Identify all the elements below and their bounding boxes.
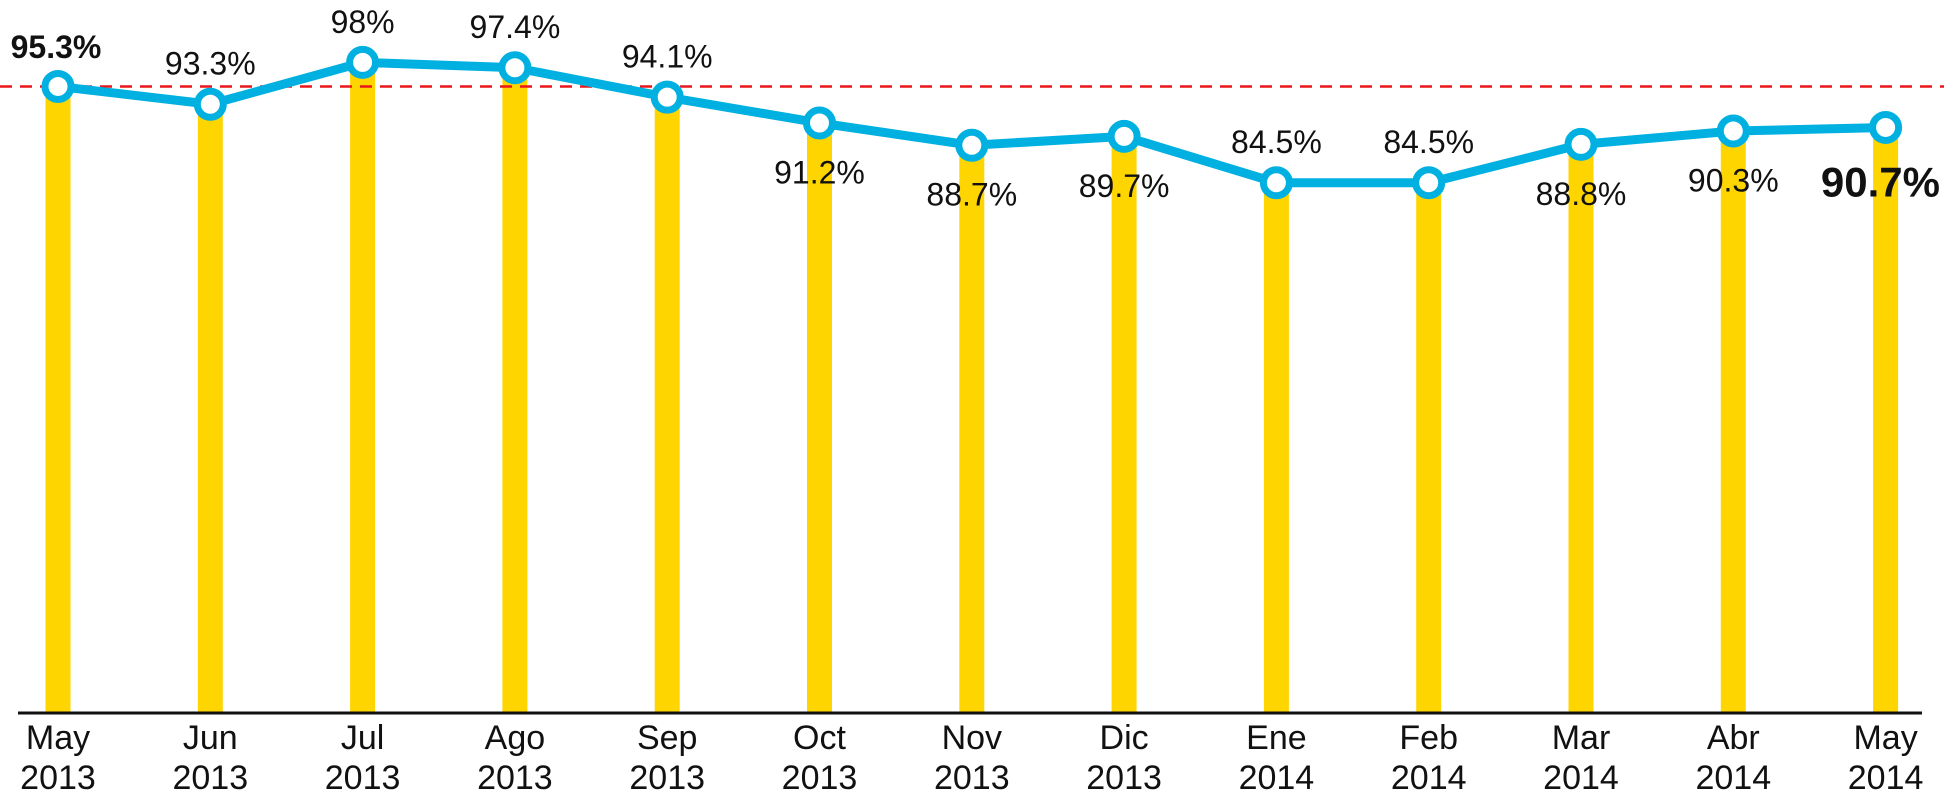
bar <box>1416 182 1442 714</box>
data-label: 94.1% <box>622 39 713 75</box>
x-tick-label: 2014 <box>1543 759 1619 796</box>
x-tick-label: Mar <box>1552 719 1611 757</box>
x-tick-label: Jul <box>341 719 384 757</box>
bar <box>1720 131 1746 714</box>
data-label: 84.5% <box>1231 124 1322 160</box>
bar <box>1111 136 1137 713</box>
point <box>1869 110 1903 144</box>
point <box>955 128 989 162</box>
bar <box>1873 127 1899 714</box>
x-tick-label: 2013 <box>782 759 858 796</box>
point <box>803 106 836 140</box>
x-tick-label: 2013 <box>477 759 553 796</box>
bar <box>197 104 223 714</box>
bar <box>1263 182 1289 714</box>
x-tick-label: Feb <box>1399 719 1458 757</box>
x-tick-label: Sep <box>637 719 698 757</box>
x-tick-label: 2014 <box>1848 759 1924 796</box>
data-label: 88.7% <box>926 177 1017 213</box>
point <box>346 45 380 79</box>
data-label: 90.3% <box>1688 162 1779 198</box>
bar <box>807 122 832 714</box>
bar <box>350 62 376 713</box>
x-tick-label: 2013 <box>629 759 705 796</box>
point <box>41 69 75 103</box>
bar <box>45 86 71 714</box>
x-tick-label: Abr <box>1707 719 1760 757</box>
bar <box>502 67 528 714</box>
point <box>1259 166 1293 200</box>
x-tick-label: 2013 <box>325 759 401 796</box>
x-tick-label: Oct <box>793 719 846 757</box>
point <box>193 87 227 121</box>
x-tick-label: Jun <box>183 719 238 757</box>
point <box>650 80 684 114</box>
point <box>1107 119 1141 153</box>
point <box>1412 166 1446 200</box>
data-label: 84.5% <box>1383 124 1474 160</box>
bar <box>1568 144 1594 713</box>
x-tick-label: Dic <box>1100 719 1149 757</box>
x-tick-label: 2013 <box>172 759 248 796</box>
point <box>1716 114 1750 148</box>
x-tick-label: 2014 <box>1391 759 1467 796</box>
x-tick-label: Ago <box>485 719 546 757</box>
x-tick-label: Ene <box>1246 719 1307 757</box>
data-label: 97.4% <box>470 9 561 45</box>
bar <box>959 145 985 713</box>
point <box>1564 127 1598 161</box>
x-tick-label: May <box>26 719 90 757</box>
data-label: 95.3% <box>11 29 102 65</box>
x-tick-label: Nov <box>942 719 1002 757</box>
x-tick-label: 2013 <box>1086 759 1162 796</box>
data-label: 93.3% <box>165 46 256 82</box>
data-label: 88.8% <box>1536 176 1627 212</box>
x-tick-label: 2014 <box>1695 759 1771 796</box>
data-label: 98% <box>331 4 395 40</box>
data-label: 89.7% <box>1079 168 1170 204</box>
bar <box>654 97 680 714</box>
data-label: 91.2% <box>774 154 865 190</box>
x-tick-label: May <box>1853 719 1917 757</box>
x-tick-label: 2013 <box>934 759 1010 796</box>
data-label: 90.7% <box>1821 159 1940 206</box>
x-tick-label: 2013 <box>20 759 96 796</box>
point <box>498 51 532 85</box>
x-tick-label: 2014 <box>1239 759 1315 796</box>
